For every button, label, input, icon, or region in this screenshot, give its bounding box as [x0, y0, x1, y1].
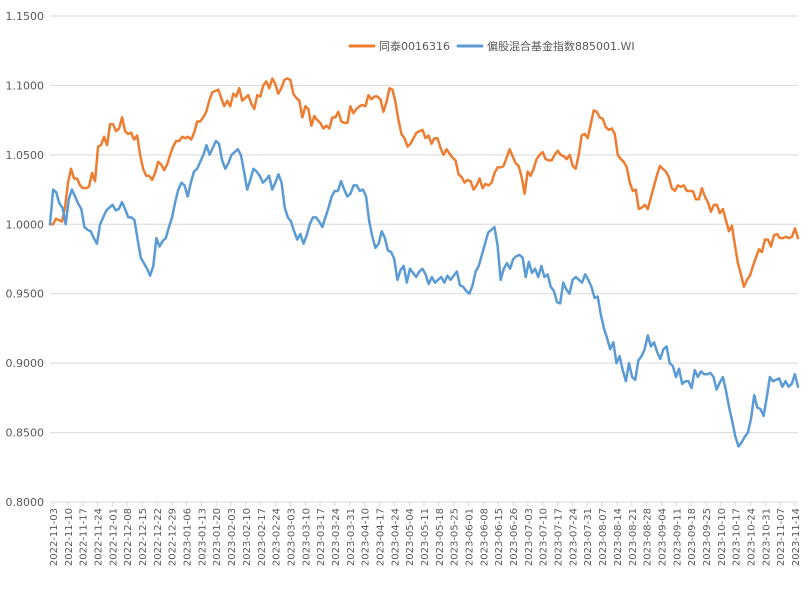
x-tick-label: 2023-06-26 — [509, 508, 520, 566]
x-tick-label: 2023-08-21 — [628, 508, 639, 566]
x-tick-label: 2023-03-10 — [301, 508, 312, 566]
x-tick-label: 2023-05-25 — [450, 508, 461, 566]
x-tick-label: 2023-10-31 — [761, 508, 772, 566]
x-tick-label: 2023-01-06 — [183, 508, 194, 566]
x-tick-label: 2023-01-13 — [197, 508, 208, 566]
x-tick-label: 2023-10-17 — [732, 508, 743, 566]
x-tick-label: 2023-06-08 — [479, 508, 490, 566]
series-line-0 — [48, 77, 800, 289]
x-tick-label: 2023-11-14 — [791, 508, 802, 566]
x-tick-label: 2023-06-15 — [494, 508, 505, 566]
x-tick-label: 2023-07-03 — [524, 508, 535, 566]
x-tick-label: 2023-08-14 — [613, 508, 624, 566]
x-tick-label: 2023-07-17 — [554, 508, 565, 566]
x-tick-label: 2023-10-10 — [717, 508, 728, 566]
x-tick-label: 2023-10-24 — [746, 508, 757, 566]
y-axis-ticks: 0.8000 0.8500 0.9000 0.9500 1.0000 1.0500 1.10… — [6, 10, 45, 509]
x-tick-label: 2023-02-10 — [242, 508, 253, 566]
x-axis-ticks: 2022-11-03 2022-11-10 2022-11-17 2022-11-24… — [49, 502, 802, 566]
x-tick-label: 2023-04-17 — [375, 508, 386, 566]
x-tick-label: 2023-05-18 — [435, 508, 446, 566]
x-tick-label: 2022-12-01 — [108, 508, 119, 566]
legend: 同泰0016316 偏股混合基金指数885001.WI — [348, 39, 635, 53]
x-tick-label: 2023-03-24 — [331, 508, 342, 566]
x-tick-label: 2023-01-20 — [212, 508, 223, 566]
x-tick-label: 2023-09-18 — [687, 508, 698, 566]
y-tick-label: 0.9000 — [6, 357, 45, 370]
x-tick-label: 2023-04-24 — [390, 508, 401, 566]
y-tick-label: 0.8500 — [6, 427, 45, 440]
y-tick-label: 1.0000 — [6, 218, 45, 231]
x-tick-label: 2023-05-11 — [420, 508, 431, 566]
legend-label: 同泰0016316 — [379, 39, 450, 53]
series-lines — [48, 77, 800, 448]
x-tick-label: 2022-11-24 — [94, 508, 105, 566]
x-tick-label: 2023-02-24 — [272, 508, 283, 566]
y-tick-label: 1.0500 — [6, 149, 45, 162]
x-tick-label: 2023-07-10 — [539, 508, 550, 566]
series-line-1 — [48, 139, 800, 448]
y-tick-label: 1.1000 — [6, 79, 45, 92]
y-tick-label: 0.9500 — [6, 288, 45, 301]
x-tick-label: 2023-03-31 — [346, 508, 357, 566]
legend-label: 偏股混合基金指数885001.WI — [487, 39, 635, 53]
x-tick-label: 2023-02-17 — [257, 508, 268, 566]
x-tick-label: 2022-12-29 — [168, 508, 179, 566]
x-tick-label: 2023-03-17 — [316, 508, 327, 566]
y-tick-label: 1.1500 — [6, 10, 45, 23]
x-tick-label: 2022-11-17 — [79, 508, 90, 566]
x-tick-label: 2023-09-11 — [672, 508, 683, 566]
x-tick-label: 2023-06-01 — [465, 508, 476, 566]
x-tick-label: 2023-04-10 — [361, 508, 372, 566]
gridlines — [50, 15, 798, 503]
x-tick-label: 2023-08-07 — [598, 508, 609, 566]
x-tick-label: 2022-12-22 — [153, 508, 164, 566]
x-tick-label: 2022-11-10 — [64, 508, 75, 566]
x-tick-label: 2023-09-04 — [657, 508, 668, 566]
x-tick-label: 2023-07-24 — [568, 508, 579, 566]
x-tick-label: 2023-09-25 — [702, 508, 713, 566]
x-tick-label: 2023-11-07 — [776, 508, 787, 566]
y-tick-label: 0.8000 — [6, 496, 45, 509]
x-tick-label: 2022-12-08 — [123, 508, 134, 566]
x-tick-label: 2023-07-31 — [583, 508, 594, 566]
x-tick-label: 2022-12-15 — [138, 508, 149, 566]
x-tick-label: 2023-05-04 — [405, 508, 416, 566]
x-tick-label: 2023-03-03 — [286, 508, 297, 566]
x-tick-label: 2022-11-03 — [49, 508, 60, 566]
x-tick-label: 2023-08-28 — [643, 508, 654, 566]
x-tick-label: 2023-02-03 — [227, 508, 238, 566]
